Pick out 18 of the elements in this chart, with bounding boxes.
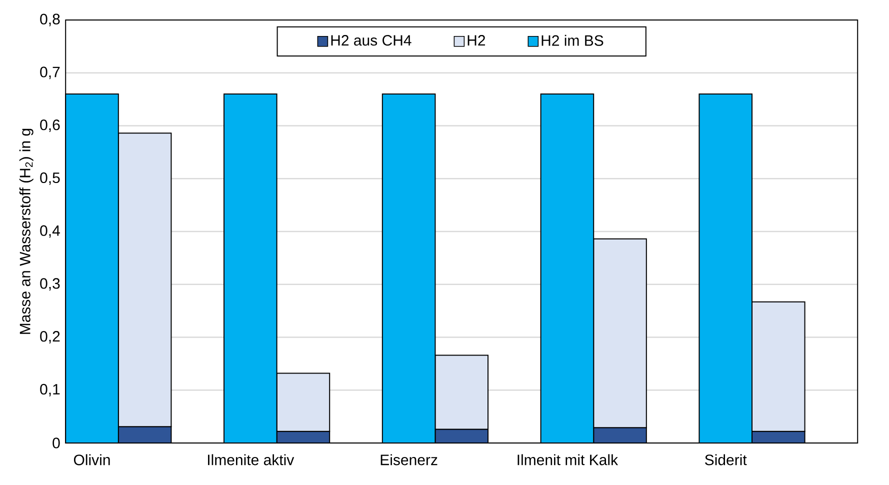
x-tick-label: Ilmenit mit Kalk — [518, 454, 618, 466]
y-axis-title: Masse an Wasserstoff (H$_{2}$) in g — [19, 128, 34, 334]
x-tick-label: Olivin — [74, 454, 110, 466]
legend-label: H2 — [468, 35, 486, 46]
y-tick-label: 0,1 — [40, 384, 60, 396]
y-tick-label: 0 — [52, 438, 60, 448]
y-tick-label: 0,8 — [40, 14, 60, 26]
legend-label: H2 aus CH4 — [331, 35, 412, 46]
y-tick-label: 0,5 — [40, 172, 60, 185]
y-tick-label: 0,7 — [40, 66, 60, 80]
y-tick-label: 0,2 — [40, 331, 60, 344]
y-tick-label: 0,4 — [40, 225, 60, 238]
y-tick-label: 0,6 — [40, 120, 60, 132]
y-tick-label: 0,3 — [40, 278, 60, 291]
x-tick-label: Siderit — [705, 454, 747, 466]
x-tick-label: Eisenerz — [380, 454, 438, 466]
x-tick-label: Ilmenite aktiv — [208, 454, 294, 466]
legend-label: H2 im BS — [542, 34, 604, 46]
